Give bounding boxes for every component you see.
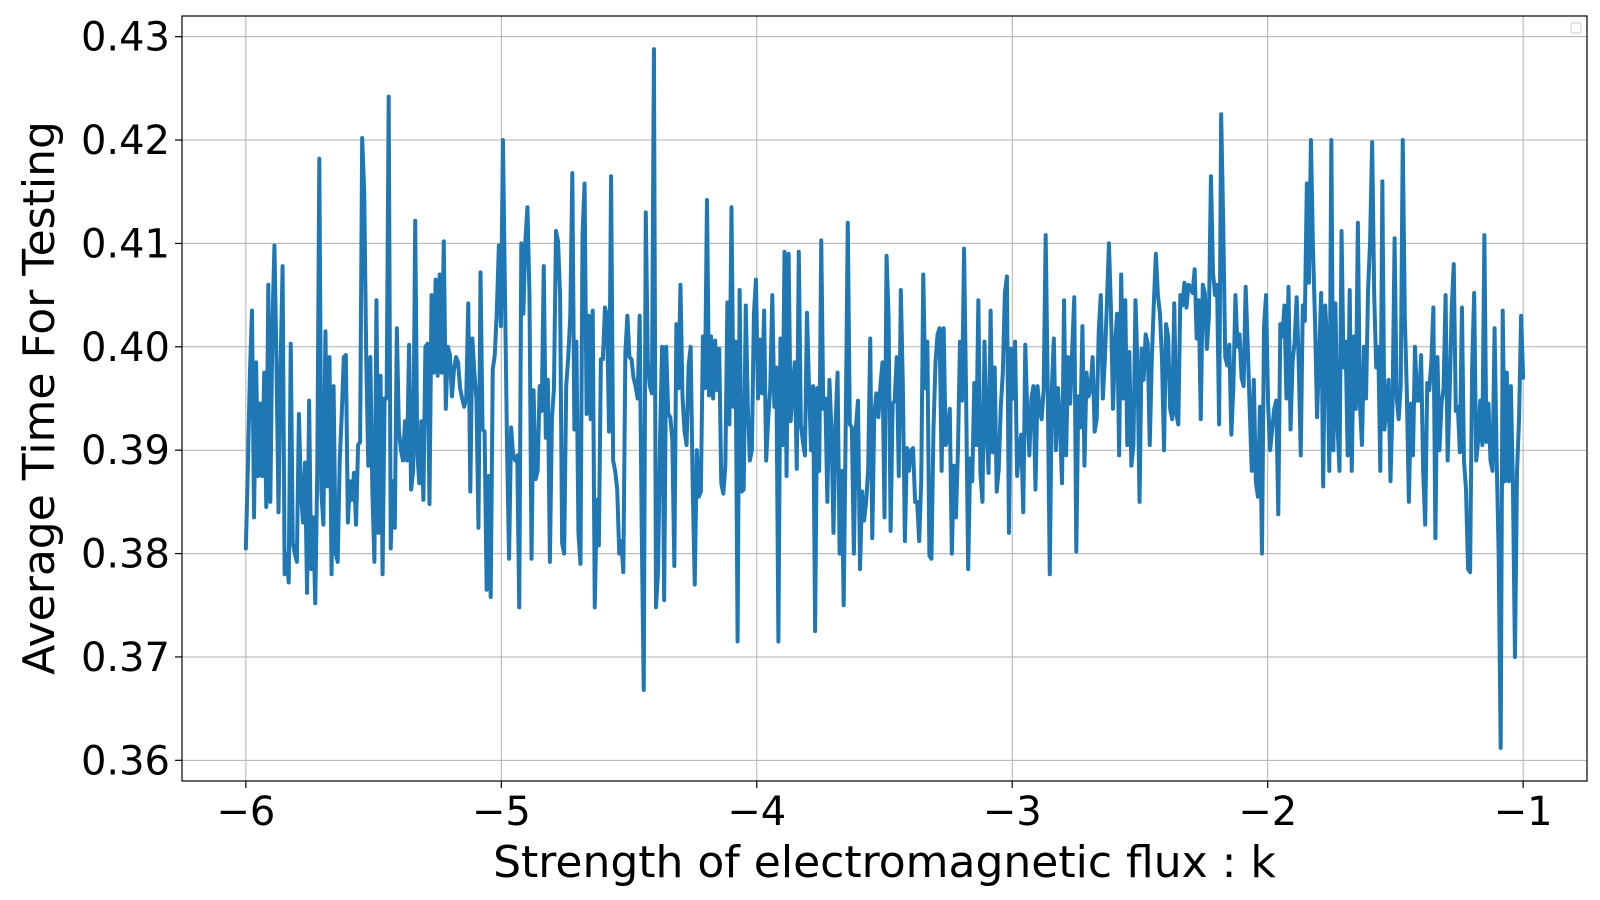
y-tick-label: 0.42 [81,118,170,164]
legend-box [1570,22,1582,34]
x-axis-ticks: −6 −5 −4 −3 −2 −1 [216,781,1553,835]
x-axis-title: Strength of electromagnetic flux : k [493,837,1276,888]
y-tick-label: 0.36 [81,738,170,784]
x-tick-label: −3 [983,789,1042,835]
y-tick-label: 0.37 [81,635,170,681]
x-tick-label: −6 [216,789,275,835]
x-tick-label: −5 [472,789,531,835]
y-axis-ticks: 0.36 0.37 0.38 0.39 0.40 0.41 0.42 0.43 [81,15,182,784]
y-axis-title: Average Time For Testing [14,121,65,675]
x-tick-label: −1 [1494,789,1553,835]
y-tick-label: 0.43 [81,15,170,61]
y-tick-label: 0.38 [81,532,170,578]
y-tick-label: 0.39 [81,428,170,474]
y-tick-label: 0.40 [81,325,170,371]
series-line [243,47,1526,750]
plot-frame [181,15,1588,782]
x-tick-label: −2 [1238,789,1297,835]
y-tick-label: 0.41 [81,221,170,267]
x-tick-label: −4 [727,789,786,835]
series-group [243,47,1526,750]
